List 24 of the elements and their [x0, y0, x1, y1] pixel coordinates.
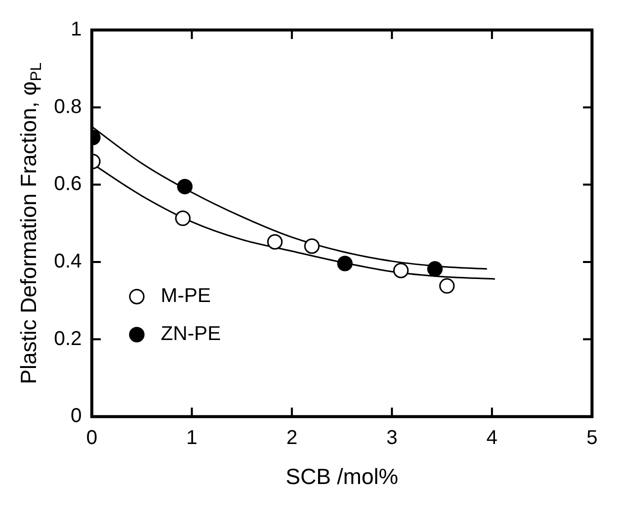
y-tick-label: 0.4	[54, 250, 82, 272]
x-tick-label: 3	[386, 427, 398, 450]
point	[427, 261, 443, 277]
x-tick-label: 5	[586, 427, 598, 450]
point	[337, 256, 353, 272]
y-tick-label: 0.8	[54, 96, 82, 118]
point	[267, 234, 283, 250]
y-tick-label: 0.2	[54, 328, 82, 350]
point	[177, 178, 193, 194]
y-tick-label: 1	[70, 18, 82, 41]
x-tick-label: 0	[86, 427, 98, 450]
legend-label: M-PE	[160, 285, 211, 308]
legend-label: ZN-PE	[160, 323, 221, 346]
point	[175, 210, 191, 226]
y-axis-title: Plastic Deformation Fraction, φPL	[16, 62, 45, 384]
x-tick-label: 2	[286, 427, 298, 450]
x-tick-label: 4	[486, 427, 498, 450]
y-tick-label: 0	[70, 405, 82, 428]
point	[393, 262, 409, 278]
x-axis-title: SCB /mol%	[286, 464, 398, 489]
point	[439, 278, 455, 294]
x-tick-label: 1	[186, 427, 198, 450]
y-tick-label: 0.6	[54, 173, 82, 196]
point	[304, 238, 320, 254]
